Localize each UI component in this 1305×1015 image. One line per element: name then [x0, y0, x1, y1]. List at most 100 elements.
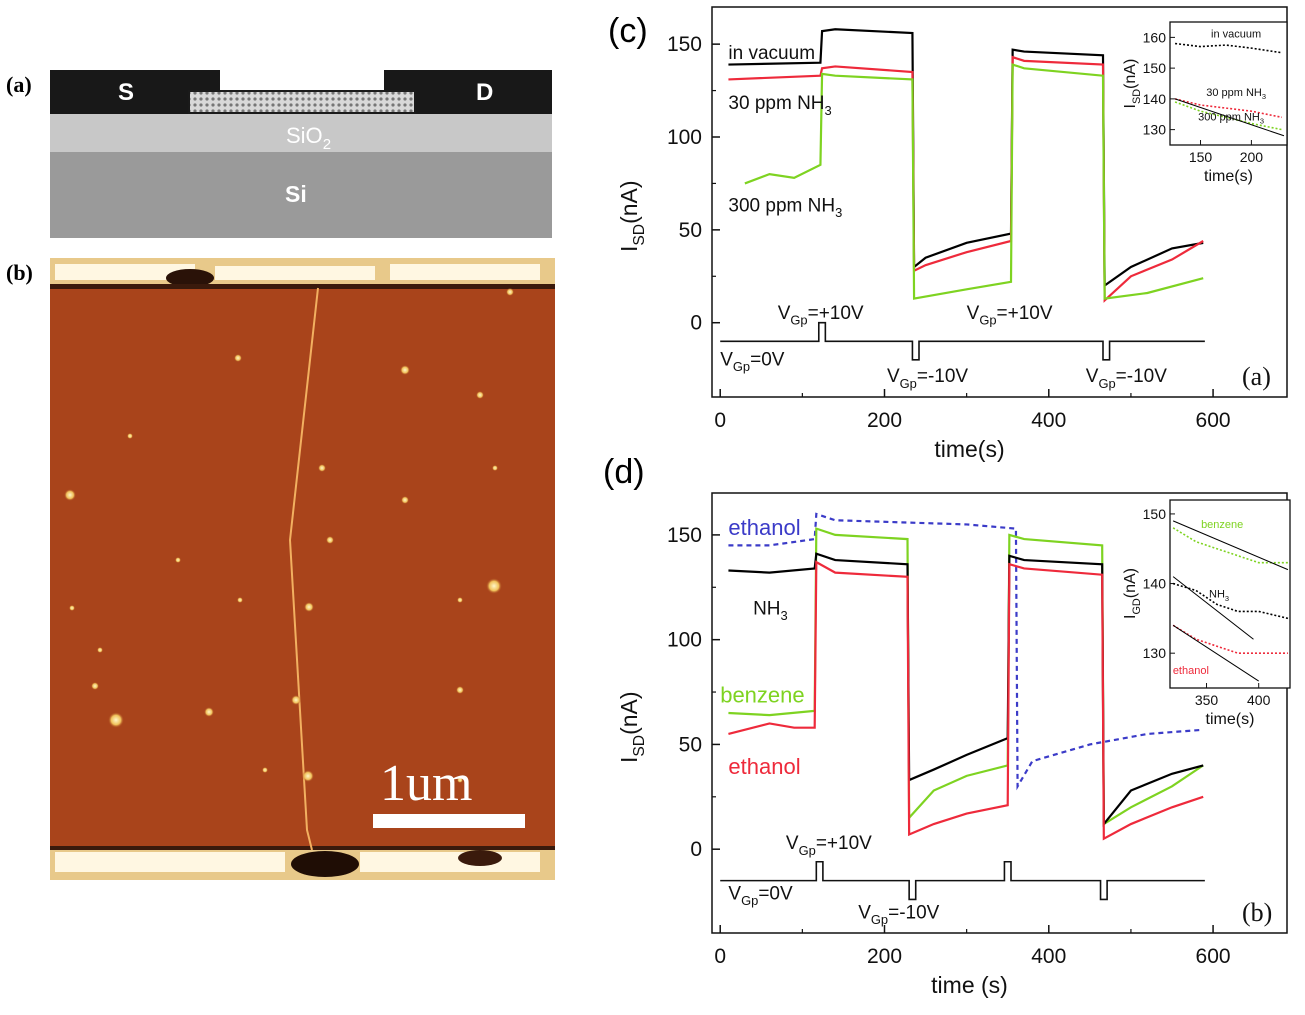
inset-y-axis-label-text-part: (nA) — [1122, 568, 1139, 598]
panel-d-label: (d) — [603, 453, 645, 491]
annotation-label: NH3 — [753, 599, 788, 624]
inset-label-part: 3 — [1225, 594, 1229, 603]
y-tick-label: 100 — [667, 629, 702, 652]
inset-y-axis-label-text: IGD(nA) — [1122, 568, 1143, 619]
corner-label: (b) — [1242, 898, 1272, 927]
inset-label-part: 3 — [1260, 117, 1264, 126]
annotation-label-part: 3 — [835, 205, 842, 220]
annotation-label-part: benzene — [720, 683, 804, 708]
annotation-label-part: V — [1086, 366, 1099, 387]
series-line-2 — [744, 63, 1204, 300]
device-schematic: S D SiO2 Si — [50, 70, 552, 238]
annotation-label-part: =+10V — [808, 303, 864, 324]
inset-label: ethanol — [1173, 665, 1209, 677]
inset-label-part: ethanol — [1173, 665, 1209, 677]
x-tick-label: 200 — [867, 945, 902, 968]
annotation-label: 30 ppm NH3 — [728, 93, 831, 118]
annotation-label-part: Gp — [799, 843, 816, 858]
annotation-label-part: ethanol — [728, 754, 800, 779]
oxide-label: SiO — [286, 123, 323, 148]
inset-label: 300 ppm NH3 — [1198, 111, 1264, 125]
annotation-label: ethanol — [728, 754, 800, 779]
inset-label: benzene — [1201, 519, 1243, 531]
gate-pulse-trace — [720, 321, 1205, 361]
annotation-label: VGp=+10V — [778, 303, 864, 328]
inset-y-axis-label-text-part: (nA) — [1122, 59, 1139, 89]
annotation-label-part: 3 — [825, 103, 832, 118]
plot-frame — [711, 6, 1288, 398]
corner-label: (a) — [1242, 362, 1271, 391]
annotation-label: VGp=-10V — [887, 366, 968, 391]
annotation-label-part: Gp — [733, 359, 750, 374]
inset-frame — [1169, 499, 1291, 689]
annotation-label-part: Gp — [790, 313, 807, 328]
annotation-label-part: NH — [753, 599, 780, 620]
y-axis-label: ISD(nA) — [616, 691, 648, 763]
panel-b-label: (b) — [6, 260, 33, 285]
annotation-label-part: =0V — [750, 349, 785, 370]
inset-y-axis-label-text-part: SD — [1131, 89, 1143, 104]
inset-y-tick-label: 140 — [1143, 576, 1167, 592]
y-tick-label: 0 — [690, 838, 702, 861]
inset-y-tick-label: 160 — [1143, 29, 1167, 45]
annotation-label: benzene — [720, 683, 804, 708]
y-tick-label: 50 — [679, 733, 702, 756]
inset-series-1 — [1174, 98, 1283, 119]
inset-fit-line — [1172, 520, 1289, 571]
y-axis-label-text-part: I — [616, 757, 642, 763]
y-tick-label: 50 — [679, 219, 702, 242]
inset-label-part: NH — [1209, 588, 1225, 600]
inset-fit-line — [1172, 576, 1254, 640]
inset-label-part: 30 ppm NH — [1206, 87, 1262, 99]
inset-label: NH3 — [1209, 588, 1229, 602]
inset-y-axis-label-text-part: I — [1122, 615, 1139, 619]
annotation-label: in vacuum — [728, 43, 815, 64]
inset-label-part: benzene — [1201, 519, 1243, 531]
afm-scalebar — [373, 814, 525, 828]
svg-text:SiO2: SiO2 — [286, 123, 331, 153]
gate-pulse-trace — [720, 860, 1205, 901]
y-axis-label-text: ISD(nA) — [616, 691, 648, 763]
nanotube-film — [190, 92, 414, 112]
inset-y-tick-label: 130 — [1143, 122, 1167, 138]
inset-series-2 — [1172, 624, 1288, 654]
inset-y-axis-label: IGD(nA) — [1122, 568, 1143, 619]
x-axis-label: time (s) — [931, 972, 1008, 998]
panel-a-label: (a) — [6, 72, 32, 97]
x-tick-label: 200 — [867, 409, 902, 432]
si-substrate — [50, 150, 552, 238]
inset-label-part: 300 ppm NH — [1198, 111, 1260, 123]
inset-y-tick-label: 150 — [1143, 60, 1167, 76]
sio2-layer — [50, 114, 552, 152]
inset-y-tick-label: 150 — [1143, 506, 1167, 522]
annotation-label-part: 30 ppm NH — [728, 93, 824, 114]
y-tick-label: 150 — [667, 33, 702, 56]
plot-frame — [711, 492, 1288, 934]
afm-particles — [64, 288, 514, 783]
annotation-label-part: Gp — [741, 893, 758, 908]
inset-x-tick-label: 200 — [1240, 149, 1264, 165]
annotation-label-part: =+10V — [816, 833, 872, 854]
series-line-3 — [728, 560, 1204, 841]
annotation-label-part: Gp — [979, 313, 996, 328]
x-tick-label: 0 — [714, 409, 726, 432]
annotation-label-part: Gp — [871, 912, 888, 927]
annotation-label-part: =+10V — [997, 303, 1053, 324]
inset-y-tick-label: 140 — [1143, 91, 1167, 107]
inset-label: 30 ppm NH3 — [1206, 87, 1266, 101]
annotation-label-part: Gp — [1098, 376, 1115, 391]
inset-label-part: in vacuum — [1211, 28, 1261, 40]
inset-label: in vacuum — [1211, 28, 1261, 40]
inset-x-tick-label: 400 — [1247, 692, 1271, 708]
annotation-label-part: V — [858, 902, 871, 923]
y-tick-label: 0 — [690, 312, 702, 335]
nanotube-line — [288, 287, 319, 851]
annotation-label-part: =0V — [758, 883, 793, 904]
afm-scalebar-label: 1um — [380, 755, 472, 812]
annotation-label-part: ethanol — [728, 515, 800, 540]
inset-series-0 — [1172, 527, 1288, 564]
source-label: S — [118, 79, 134, 106]
inset-y-axis-label-text-part: I — [1122, 104, 1139, 108]
